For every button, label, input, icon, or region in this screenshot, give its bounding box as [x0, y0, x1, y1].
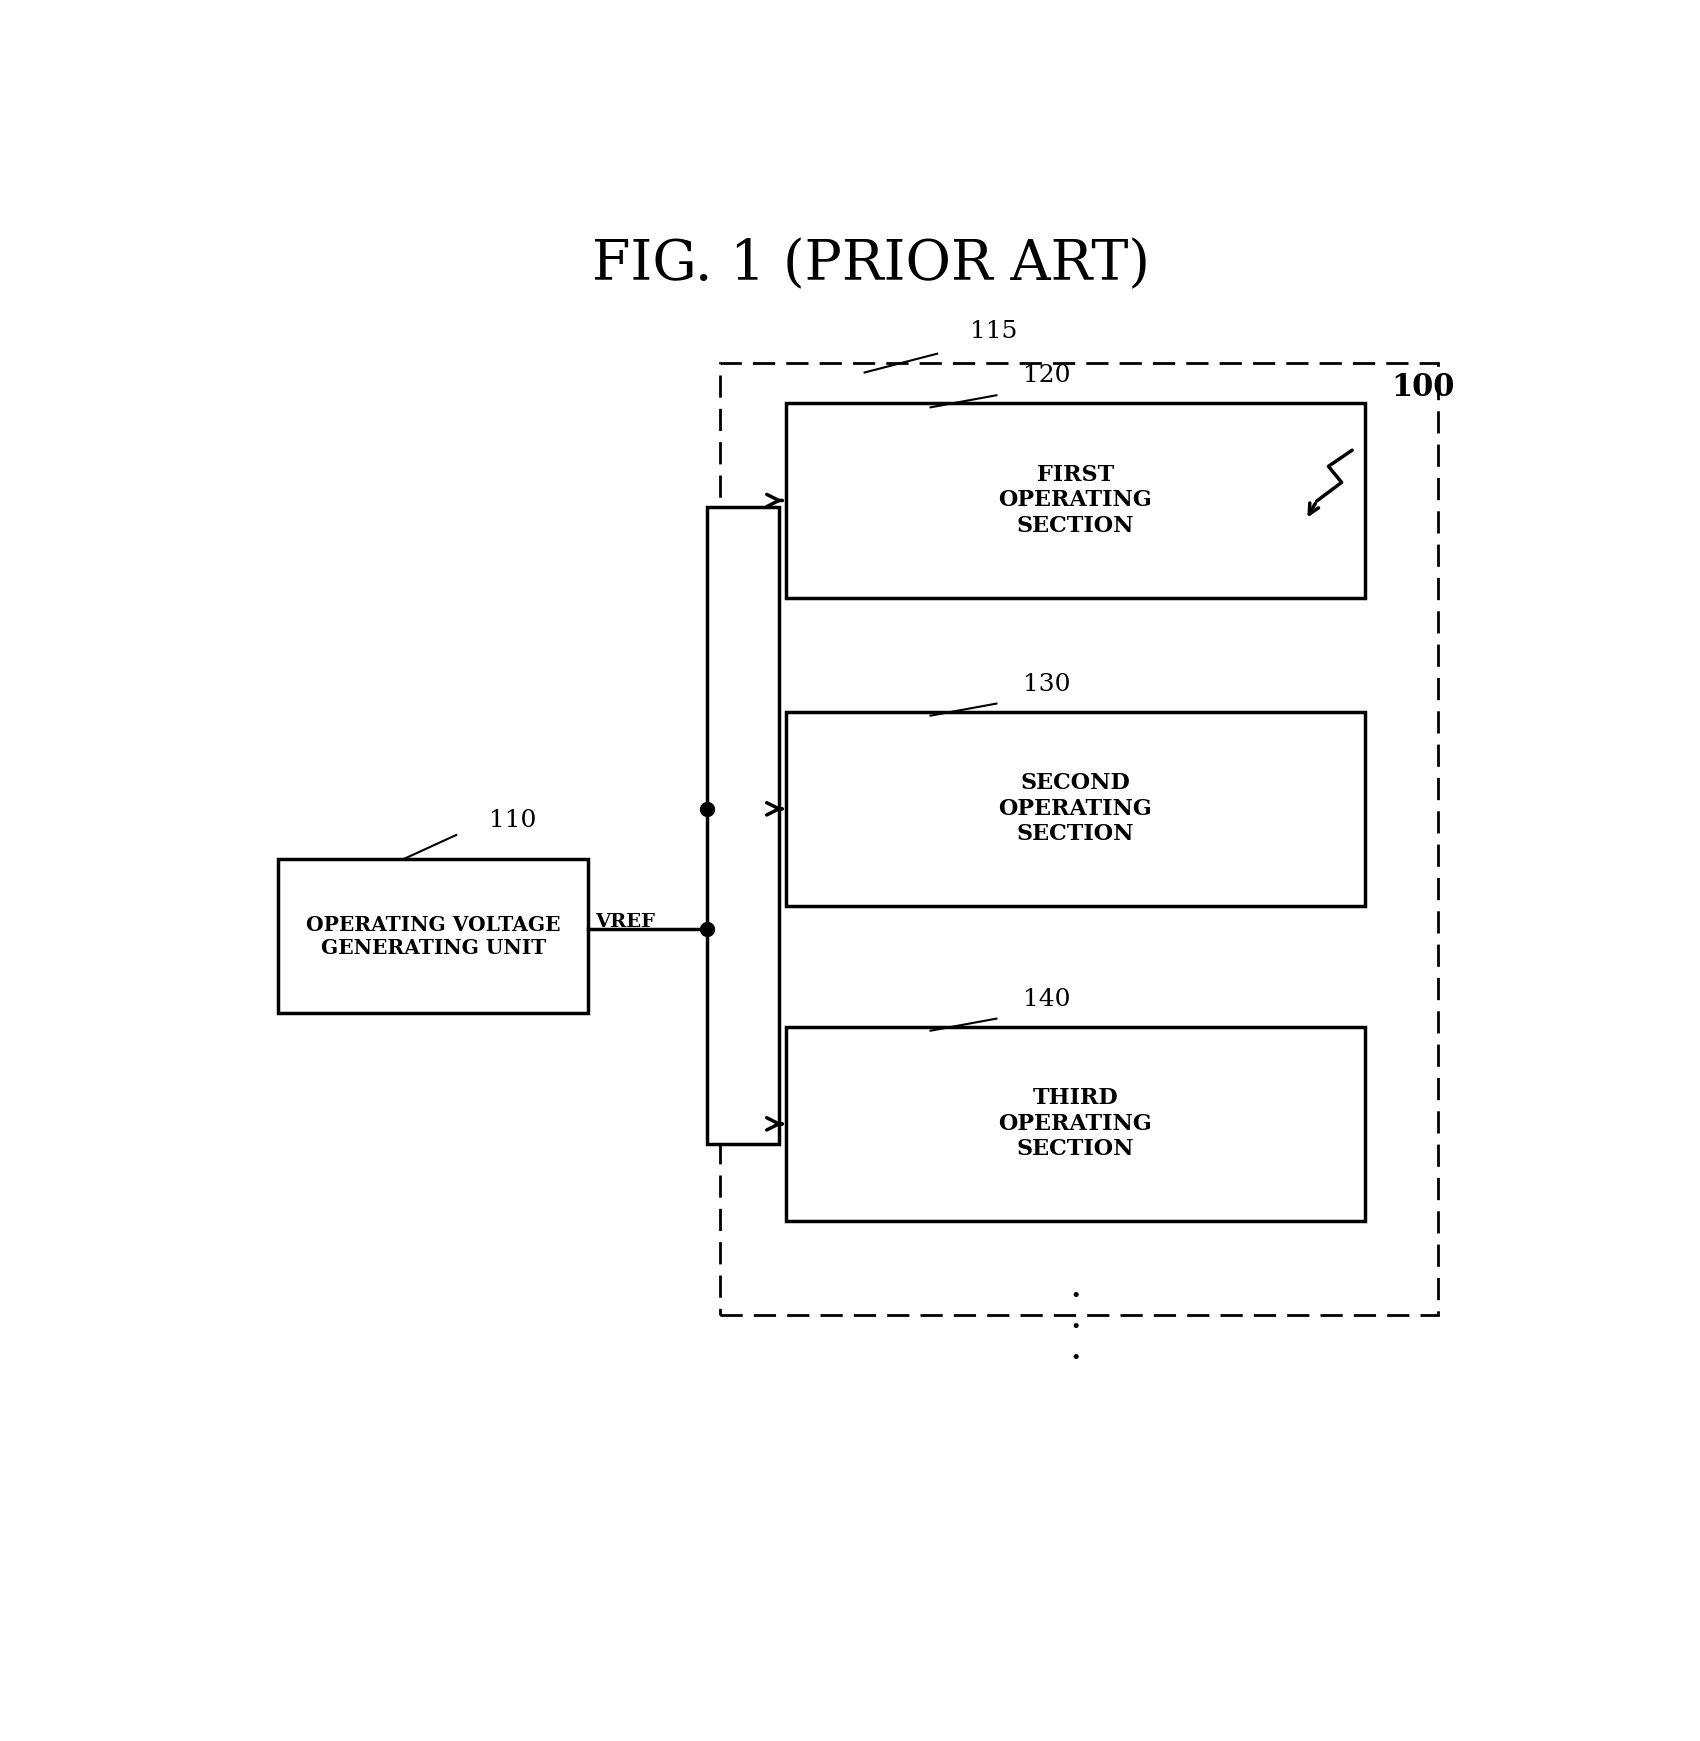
Text: 120: 120 — [1023, 364, 1071, 387]
Text: FIG. 1 (PRIOR ART): FIG. 1 (PRIOR ART) — [592, 239, 1151, 292]
Bar — [719, 364, 1438, 1314]
Text: ·
·
·: · · · — [1069, 1278, 1081, 1377]
Text: SECOND
OPERATING
SECTION: SECOND OPERATING SECTION — [998, 773, 1153, 844]
Text: 130: 130 — [1023, 672, 1071, 696]
Bar — [785, 712, 1365, 905]
Text: 100: 100 — [1392, 373, 1455, 404]
Bar — [785, 1027, 1365, 1220]
Bar — [707, 507, 779, 1144]
Bar — [785, 404, 1365, 597]
Text: VREF: VREF — [595, 912, 654, 931]
Text: THIRD
OPERATING
SECTION: THIRD OPERATING SECTION — [998, 1088, 1153, 1160]
Text: 110: 110 — [490, 810, 537, 832]
Text: 115: 115 — [971, 320, 1017, 343]
Text: 140: 140 — [1023, 987, 1071, 1010]
Text: OPERATING VOLTAGE
GENERATING UNIT: OPERATING VOLTAGE GENERATING UNIT — [306, 914, 561, 958]
Text: FIRST
OPERATING
SECTION: FIRST OPERATING SECTION — [998, 465, 1153, 536]
Bar — [279, 858, 588, 1013]
